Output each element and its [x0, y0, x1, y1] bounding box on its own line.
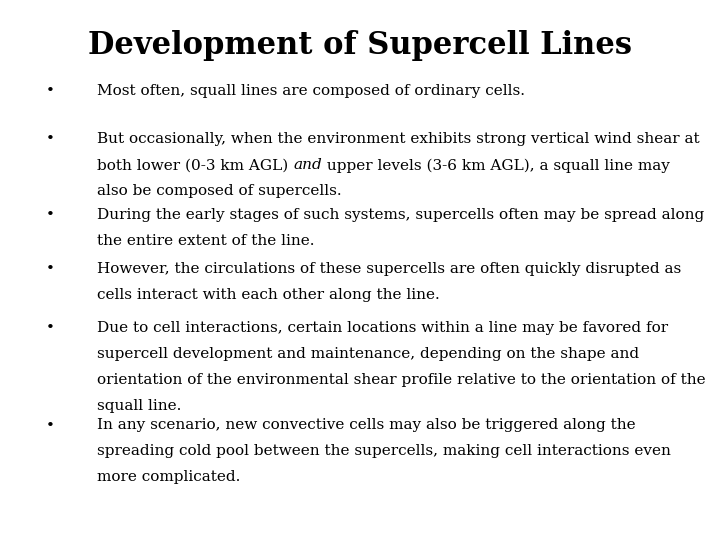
Text: Development of Supercell Lines: Development of Supercell Lines: [88, 30, 632, 60]
Text: In any scenario, new convective cells may also be triggered along the: In any scenario, new convective cells ma…: [97, 418, 636, 433]
Text: orientation of the environmental shear profile relative to the orientation of th: orientation of the environmental shear p…: [97, 373, 706, 387]
Text: •: •: [46, 321, 55, 335]
Text: •: •: [46, 84, 55, 98]
Text: more complicated.: more complicated.: [97, 470, 240, 484]
Text: supercell development and maintenance, depending on the shape and: supercell development and maintenance, d…: [97, 347, 639, 361]
Text: •: •: [46, 132, 55, 146]
Text: Most often, squall lines are composed of ordinary cells.: Most often, squall lines are composed of…: [97, 84, 525, 98]
Text: and: and: [293, 158, 322, 172]
Text: cells interact with each other along the line.: cells interact with each other along the…: [97, 288, 440, 302]
Text: •: •: [46, 262, 55, 276]
Text: But occasionally, when the environment exhibits strong vertical wind shear at: But occasionally, when the environment e…: [97, 132, 700, 146]
Text: both lower (0-3 km AGL): both lower (0-3 km AGL): [97, 158, 293, 172]
Text: During the early stages of such systems, supercells often may be spread along: During the early stages of such systems,…: [97, 208, 704, 222]
Text: Due to cell interactions, certain locations within a line may be favored for: Due to cell interactions, certain locati…: [97, 321, 668, 335]
Text: upper levels (3-6 km AGL), a squall line may: upper levels (3-6 km AGL), a squall line…: [322, 158, 670, 173]
Text: •: •: [46, 208, 55, 222]
Text: also be composed of supercells.: also be composed of supercells.: [97, 184, 342, 198]
Text: •: •: [46, 418, 55, 433]
Text: squall line.: squall line.: [97, 399, 181, 413]
Text: spreading cold pool between the supercells, making cell interactions even: spreading cold pool between the supercel…: [97, 444, 671, 458]
Text: the entire extent of the line.: the entire extent of the line.: [97, 234, 315, 248]
Text: However, the circulations of these supercells are often quickly disrupted as: However, the circulations of these super…: [97, 262, 681, 276]
